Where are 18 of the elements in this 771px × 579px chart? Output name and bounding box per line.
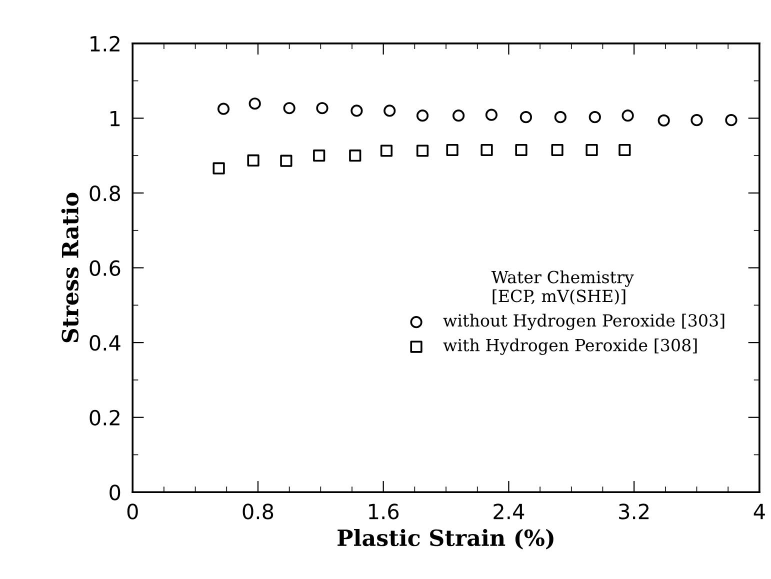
y-tick-label: 1.2 [90,36,120,52]
x-tick-label: 3.2 [619,504,649,520]
x-tick-label: 0 [127,504,138,520]
x-tick-label: 0.8 [242,504,274,520]
y-tick-label: 0 [110,484,120,500]
legend-label: with Hydrogen Peroxide [308] [443,338,697,355]
y-tick-label: 0.2 [90,410,120,426]
y-tick-label: 0.4 [90,335,120,351]
y-tick-label: 0.8 [90,185,120,202]
legend-label: without Hydrogen Peroxide [303] [443,314,724,330]
y-tick-label: 0.6 [90,260,120,276]
x-tick-label: 4 [754,504,765,520]
legend-title: Water Chemistry [ECP, mV(SHE)] [491,270,634,305]
x-axis-title: Plastic Strain (%) [338,528,554,550]
x-tick-label: 1.6 [369,504,399,520]
y-axis-title: Stress Ratio [61,192,79,342]
y-tick-label: 1 [110,110,120,126]
x-tick-label: 2.4 [494,504,524,520]
